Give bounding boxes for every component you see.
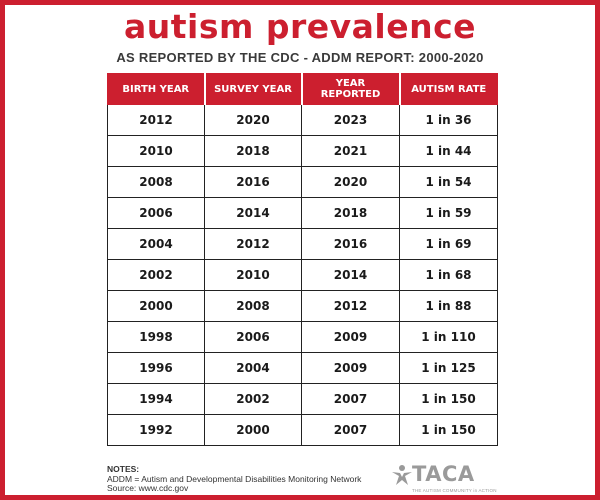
cell-birth-year: 1998: [107, 321, 205, 353]
cell-autism-rate: 1 in 59: [399, 197, 498, 229]
cell-autism-rate: 1 in 44: [399, 135, 498, 167]
table-row: 2012 2020 2023 1 in 36: [107, 104, 498, 136]
cell-birth-year: 2000: [107, 290, 205, 322]
page-title: autism prevalence: [123, 7, 477, 46]
cell-year-reported: 2014: [301, 259, 400, 291]
cell-autism-rate: 1 in 69: [399, 228, 498, 260]
notes-heading: NOTES:: [107, 464, 140, 474]
table-row: 2006 2014 2018 1 in 59: [107, 197, 498, 229]
cell-birth-year: 2002: [107, 259, 205, 291]
notes-definition: ADDM = Autism and Developmental Disabili…: [107, 473, 362, 484]
cell-birth-year: 2006: [107, 197, 205, 229]
notes-source: Source: www.cdc.gov: [107, 483, 189, 493]
cell-autism-rate: 1 in 110: [399, 321, 498, 353]
cell-survey-year: 2008: [204, 290, 302, 322]
table-row: 2004 2012 2016 1 in 69: [107, 228, 498, 260]
cell-year-reported: 2009: [301, 321, 400, 353]
cell-birth-year: 1996: [107, 352, 205, 384]
cell-birth-year: 2008: [107, 166, 205, 198]
cell-autism-rate: 1 in 125: [399, 352, 498, 384]
cell-birth-year: 2012: [107, 104, 205, 136]
column-header-birth-year: BIRTH YEAR: [107, 73, 205, 105]
column-header-survey-year: SURVEY YEAR: [203, 73, 302, 105]
table-row: 2010 2018 2021 1 in 44: [107, 135, 498, 167]
column-header-autism-rate: AUTISM RATE: [398, 73, 498, 105]
taca-logo: TACA THE AUTISM COMMUNITY in ACTION: [390, 461, 500, 497]
cell-survey-year: 2020: [204, 104, 302, 136]
cell-year-reported: 2021: [301, 135, 400, 167]
notes: NOTES: ADDM = Autism and Developmental D…: [107, 464, 362, 494]
cell-survey-year: 2002: [204, 383, 302, 415]
cell-autism-rate: 1 in 88: [399, 290, 498, 322]
cell-survey-year: 2014: [204, 197, 302, 229]
cell-year-reported: 2020: [301, 166, 400, 198]
cell-birth-year: 2004: [107, 228, 205, 260]
column-header-year-reported: YEAR REPORTED: [300, 73, 400, 105]
person-star-icon: [392, 465, 412, 485]
logo-tagline: THE AUTISM COMMUNITY in ACTION: [412, 488, 497, 493]
cell-year-reported: 2009: [301, 352, 400, 384]
cell-survey-year: 2010: [204, 259, 302, 291]
cell-autism-rate: 1 in 54: [399, 166, 498, 198]
cell-year-reported: 2016: [301, 228, 400, 260]
cell-survey-year: 2006: [204, 321, 302, 353]
table-row: 2002 2010 2014 1 in 68: [107, 259, 498, 291]
cell-survey-year: 2000: [204, 414, 302, 446]
table-row: 2008 2016 2020 1 in 54: [107, 166, 498, 198]
page-subtitle: AS REPORTED BY THE CDC - ADDM REPORT: 20…: [116, 50, 484, 65]
table-row: 1994 2002 2007 1 in 150: [107, 383, 498, 415]
table-body: 2012 2020 2023 1 in 36 2010 2018 2021 1 in 44 20…: [107, 104, 498, 446]
cell-survey-year: 2016: [204, 166, 302, 198]
cell-autism-rate: 1 in 150: [399, 383, 498, 415]
cell-year-reported: 2012: [301, 290, 400, 322]
prevalence-table: BIRTH YEAR SURVEY YEAR YEAR REPORTED AUT…: [107, 73, 498, 446]
cell-autism-rate: 1 in 150: [399, 414, 498, 446]
cell-survey-year: 2012: [204, 228, 302, 260]
cell-year-reported: 2023: [301, 104, 400, 136]
cell-autism-rate: 1 in 36: [399, 104, 498, 136]
table-row: 1992 2000 2007 1 in 150: [107, 414, 498, 446]
table-row: 1998 2006 2009 1 in 110: [107, 321, 498, 353]
cell-birth-year: 1992: [107, 414, 205, 446]
table-header-row: BIRTH YEAR SURVEY YEAR YEAR REPORTED AUT…: [107, 73, 498, 105]
table-row: 1996 2004 2009 1 in 125: [107, 352, 498, 384]
cell-year-reported: 2018: [301, 197, 400, 229]
cell-year-reported: 2007: [301, 383, 400, 415]
cell-year-reported: 2007: [301, 414, 400, 446]
cell-survey-year: 2018: [204, 135, 302, 167]
cell-survey-year: 2004: [204, 352, 302, 384]
cell-autism-rate: 1 in 68: [399, 259, 498, 291]
table-row: 2000 2008 2012 1 in 88: [107, 290, 498, 322]
cell-birth-year: 1994: [107, 383, 205, 415]
cell-birth-year: 2010: [107, 135, 205, 167]
logo-name: TACA: [412, 462, 475, 486]
